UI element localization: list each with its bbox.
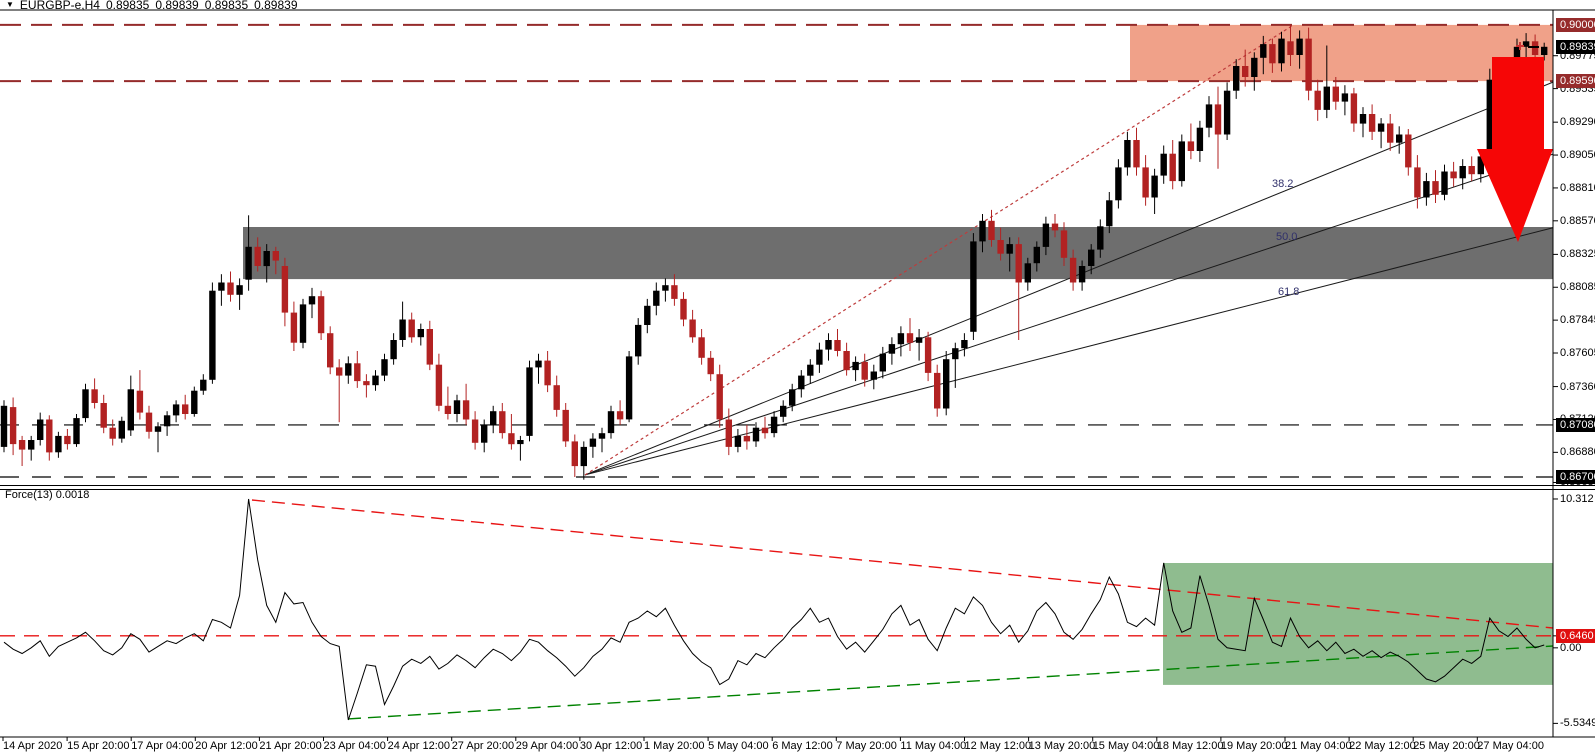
candlestick-series xyxy=(0,24,1548,480)
time-tick-label: 22 May 12:00 xyxy=(1349,740,1416,752)
price-tick-label: 0.87845 xyxy=(1560,314,1595,327)
bearish-divergence-trendline xyxy=(251,499,1554,629)
time-tick-label: 27 May 04:00 xyxy=(1477,740,1544,752)
supply-zone-salmon xyxy=(1130,24,1553,82)
fib-fan-line-61.8 xyxy=(584,227,1554,476)
fib-level-label: 50.0 xyxy=(1276,231,1298,243)
indicator-value: 0.0018 xyxy=(55,489,90,501)
fib-level-label: 61.8 xyxy=(1278,286,1300,298)
symbol-marker-icon: ▼ xyxy=(6,0,14,9)
time-tick-label: 7 May 20:00 xyxy=(836,740,897,752)
indicator-flag-label: 0.6460 xyxy=(1556,628,1595,643)
time-tick-label: 12 May 12:00 xyxy=(964,740,1032,752)
time-tick-label: 17 Apr 04:00 xyxy=(131,740,194,752)
time-tick-label: 30 Apr 12:00 xyxy=(579,740,643,752)
price-tick-label: 0.88325 xyxy=(1560,248,1595,261)
bullish-support-trendline xyxy=(347,645,1554,720)
ohlc-close: 0.89839 xyxy=(254,0,298,12)
ohlc-high: 0.89839 xyxy=(155,0,199,12)
symbol-title: EURGBP-e,H4 xyxy=(19,0,100,12)
rising-dotted-trendline xyxy=(584,25,1293,476)
price-tick-label: 0.87605 xyxy=(1560,347,1595,359)
indicator-header: Force(13) 0.0018 xyxy=(5,489,89,501)
time-tick-label: 23 Apr 04:00 xyxy=(323,740,386,752)
ohlc-open: 0.89835 xyxy=(105,0,150,12)
time-tick-label: 21 Apr 20:00 xyxy=(259,740,322,752)
time-tick-label: 24 Apr 12:00 xyxy=(387,740,450,752)
time-tick-label: 6 May 12:00 xyxy=(772,740,833,752)
time-tick-label: 21 May 04:00 xyxy=(1285,740,1352,752)
time-tick-label: 1 May 20:00 xyxy=(644,740,705,752)
time-tick-label: 20 Apr 12:00 xyxy=(195,740,258,752)
time-tick-label: 19 May 20:00 xyxy=(1220,740,1288,752)
fib-fan-line-50.0 xyxy=(584,153,1554,476)
indicator-tick-label: 0.00 xyxy=(1560,641,1582,654)
indicator-tick-label: 10.312 xyxy=(1560,492,1594,505)
ohlc-low: 0.89835 xyxy=(204,0,249,12)
indicator-tick-label: -5.5349 xyxy=(1560,717,1595,730)
fib-fan-line-38.2 xyxy=(584,81,1554,476)
chart-header: ▼ EURGBP-e,H4 0.89835 0.89839 0.89835 0.… xyxy=(6,0,298,12)
time-tick-label: 5 May 04:00 xyxy=(708,740,769,752)
time-tick-label: 27 Apr 20:00 xyxy=(451,740,515,752)
current-price-marker xyxy=(1516,42,1539,50)
supply-demand-zone-gray xyxy=(243,227,1553,280)
price-tick-label: 0.88085 xyxy=(1560,281,1595,294)
indicator-name: Force(13) xyxy=(5,489,53,501)
time-tick-label: 15 Apr 20:00 xyxy=(67,740,130,752)
time-tick-label: 13 May 20:00 xyxy=(1028,740,1096,752)
fib-level-label: 38.2 xyxy=(1272,178,1294,190)
time-tick-label: 25 May 20:00 xyxy=(1413,740,1480,752)
time-tick-label: 14 Apr 2020 xyxy=(3,740,63,752)
force-index-line xyxy=(3,498,1545,721)
time-tick-label: 15 May 04:00 xyxy=(1092,740,1160,752)
time-tick-label: 18 May 12:00 xyxy=(1156,740,1224,752)
price-flag-label: 0.89839 xyxy=(1556,39,1595,54)
price-flag-label: 0.86700 xyxy=(1556,470,1595,484)
time-tick-label: 11 May 04:00 xyxy=(900,740,967,752)
time-tick-label: 29 Apr 04:00 xyxy=(515,740,579,752)
sell-signal-arrow xyxy=(1477,57,1553,242)
